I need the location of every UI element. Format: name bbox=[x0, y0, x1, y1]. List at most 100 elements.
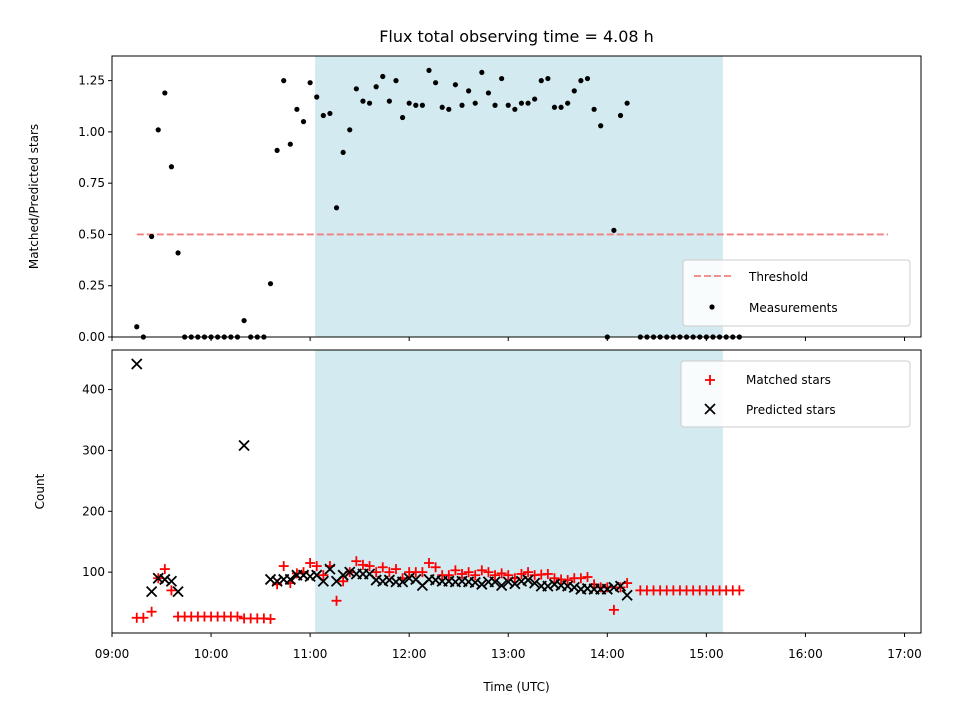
measurement-point bbox=[134, 324, 140, 330]
measurement-point bbox=[551, 104, 558, 110]
measurement-point bbox=[525, 100, 531, 106]
measurement-point bbox=[353, 86, 359, 92]
measurement-point bbox=[307, 80, 313, 86]
predicted-point bbox=[383, 574, 396, 586]
predicted-point-b bbox=[131, 358, 143, 370]
legend-x-marker bbox=[704, 403, 716, 415]
predicted-point bbox=[621, 589, 633, 601]
measurement-point bbox=[433, 80, 439, 86]
measurement-point bbox=[366, 100, 373, 106]
measurement-point bbox=[505, 102, 511, 108]
bottom-y-axis-label: Count bbox=[33, 473, 47, 509]
predicted-point-b bbox=[614, 580, 627, 592]
measurement-point bbox=[314, 94, 320, 100]
matched-point bbox=[423, 558, 434, 569]
measurement-point bbox=[333, 205, 340, 211]
predicted-point bbox=[529, 577, 541, 589]
measurement-point bbox=[287, 141, 293, 147]
matched-point bbox=[496, 568, 507, 579]
measurement-point bbox=[162, 90, 168, 96]
observing-window-bottom bbox=[315, 350, 723, 633]
predicted-point-b bbox=[344, 566, 356, 578]
predicted-point-b bbox=[496, 579, 508, 592]
measurement-point bbox=[617, 112, 624, 119]
measurement-point bbox=[327, 110, 333, 117]
predicted-point-b bbox=[152, 572, 164, 584]
bottom-panel: 100 200 300 400 09:00 10:00 11:00 12:00 13:00 14… bbox=[33, 349, 922, 694]
measurement-point bbox=[386, 98, 392, 104]
matched-point bbox=[562, 575, 573, 586]
predicted-point-b bbox=[621, 589, 633, 601]
measurement-point bbox=[419, 102, 425, 108]
x-tick-label: 10:00 bbox=[194, 647, 229, 661]
matched-point bbox=[516, 568, 527, 579]
measurement-point bbox=[584, 75, 591, 82]
top-y-tick-label: 0.25 bbox=[78, 279, 105, 293]
predicted-point-b bbox=[370, 574, 382, 586]
matched-point bbox=[357, 559, 368, 570]
predicted-point-b bbox=[410, 573, 422, 586]
matched-point bbox=[575, 573, 586, 584]
x-tick-label: 09:00 bbox=[95, 647, 130, 661]
predicted-point bbox=[542, 580, 554, 592]
bottom-y-tick-label: 200 bbox=[82, 504, 105, 518]
matched-point bbox=[338, 576, 349, 587]
matched-point bbox=[608, 604, 619, 615]
measurement-point bbox=[426, 67, 432, 73]
predicted-point bbox=[568, 581, 580, 593]
matched-point bbox=[371, 567, 382, 578]
top-legend: Threshold Measurements bbox=[682, 259, 911, 327]
predicted-point-b bbox=[238, 439, 250, 452]
measurement-point bbox=[347, 127, 353, 133]
predicted-point-b bbox=[311, 569, 323, 581]
top-y-tick-label: 1.25 bbox=[78, 74, 105, 88]
matched-point bbox=[305, 558, 316, 569]
measurement-point bbox=[545, 75, 551, 82]
predicted-point bbox=[145, 585, 158, 598]
predicted-point bbox=[238, 439, 250, 452]
top-y-axis-label: Matched/Predicted stars bbox=[27, 124, 41, 269]
matched-point bbox=[146, 606, 157, 617]
predicted-point-b bbox=[562, 580, 574, 592]
x-tick-label: 13:00 bbox=[491, 647, 526, 661]
bottom-axes-frame bbox=[111, 349, 922, 634]
measurement-point bbox=[393, 78, 399, 84]
measurement-point bbox=[571, 88, 577, 94]
legend-measurements-swatch bbox=[709, 304, 715, 310]
predicted-point-b bbox=[489, 576, 501, 588]
predicted-point bbox=[509, 578, 521, 590]
matched-point bbox=[443, 570, 454, 581]
measurement-point bbox=[373, 84, 379, 90]
measurement-point bbox=[532, 96, 538, 102]
predicted-point-b bbox=[383, 574, 396, 586]
predicted-point-b bbox=[469, 576, 481, 589]
matched-point bbox=[417, 567, 428, 578]
matched-point bbox=[377, 562, 388, 573]
measurement-point bbox=[459, 102, 465, 108]
measurement-point bbox=[452, 82, 459, 88]
predicted-point-b bbox=[568, 581, 580, 593]
matched-point bbox=[450, 565, 461, 576]
bottom-legend-box bbox=[680, 360, 911, 428]
bottom-y-tick-label: 300 bbox=[82, 443, 105, 457]
x-tick-label: 11:00 bbox=[293, 647, 328, 661]
matched-point bbox=[430, 562, 441, 573]
predicted-point bbox=[165, 575, 178, 587]
measurement-point bbox=[267, 281, 274, 287]
measurement-point bbox=[446, 106, 452, 112]
measurement-point bbox=[598, 123, 604, 129]
observing-window-top bbox=[315, 56, 723, 337]
matched-point bbox=[232, 611, 243, 622]
predicted-point bbox=[522, 574, 534, 586]
matched-point bbox=[384, 567, 395, 578]
matched-point bbox=[549, 573, 560, 584]
predicted-point-b bbox=[159, 573, 171, 586]
measurement-point bbox=[591, 106, 597, 112]
predicted-point-b bbox=[522, 574, 534, 586]
measurement-point bbox=[565, 100, 571, 106]
measurement-point bbox=[274, 147, 280, 153]
matched-point bbox=[138, 612, 149, 623]
predicted-point-b bbox=[396, 576, 409, 588]
measurement-point bbox=[399, 114, 406, 121]
measurement-point bbox=[439, 104, 445, 110]
